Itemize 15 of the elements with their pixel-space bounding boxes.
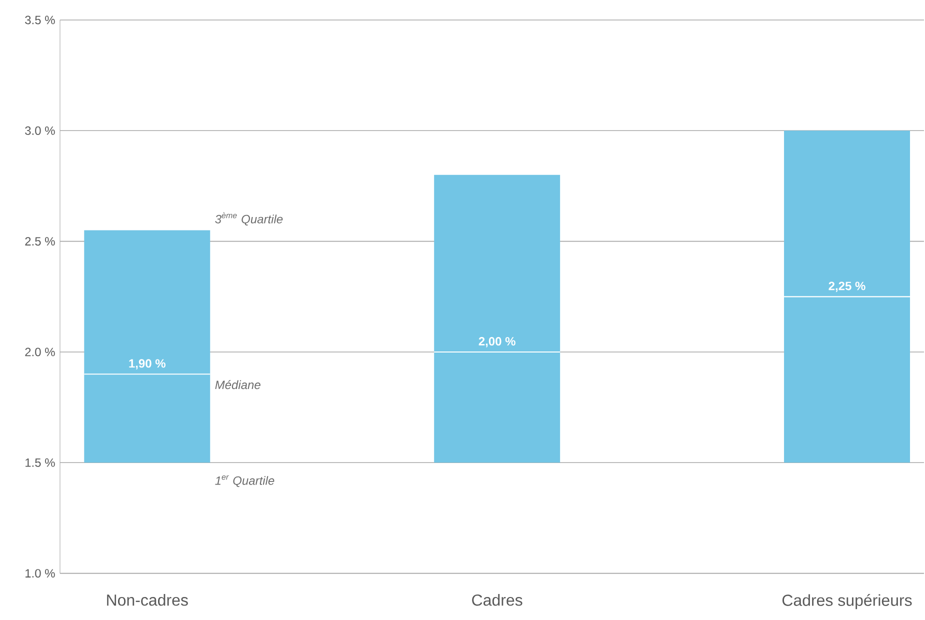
y-tick-label: 3.5 % (25, 16, 55, 24)
y-tick-label: 3.0 % (25, 126, 55, 135)
y-tick-label: 2.5 % (25, 237, 55, 246)
y-tick-label: 1.0 % (26, 569, 55, 578)
y-tick-label: 2.0 % (25, 348, 55, 356)
x-tick-label: Non-cadres (107, 594, 188, 606)
annotation: 2,25 % (828, 282, 866, 292)
annotation: 1,90 % (129, 359, 166, 370)
annotation: 2,00 % (478, 337, 516, 348)
y-tick-label: 1.5 % (26, 458, 55, 467)
x-tick-label: Cadres supérieurs (782, 594, 912, 610)
x-tick-label: Cadres (472, 594, 522, 606)
annotation: Médiane (215, 380, 260, 390)
annotation: 3$^{ème}$ Quartile (215, 212, 283, 226)
annotation: 1$^{er}$ Quartile (215, 475, 274, 488)
